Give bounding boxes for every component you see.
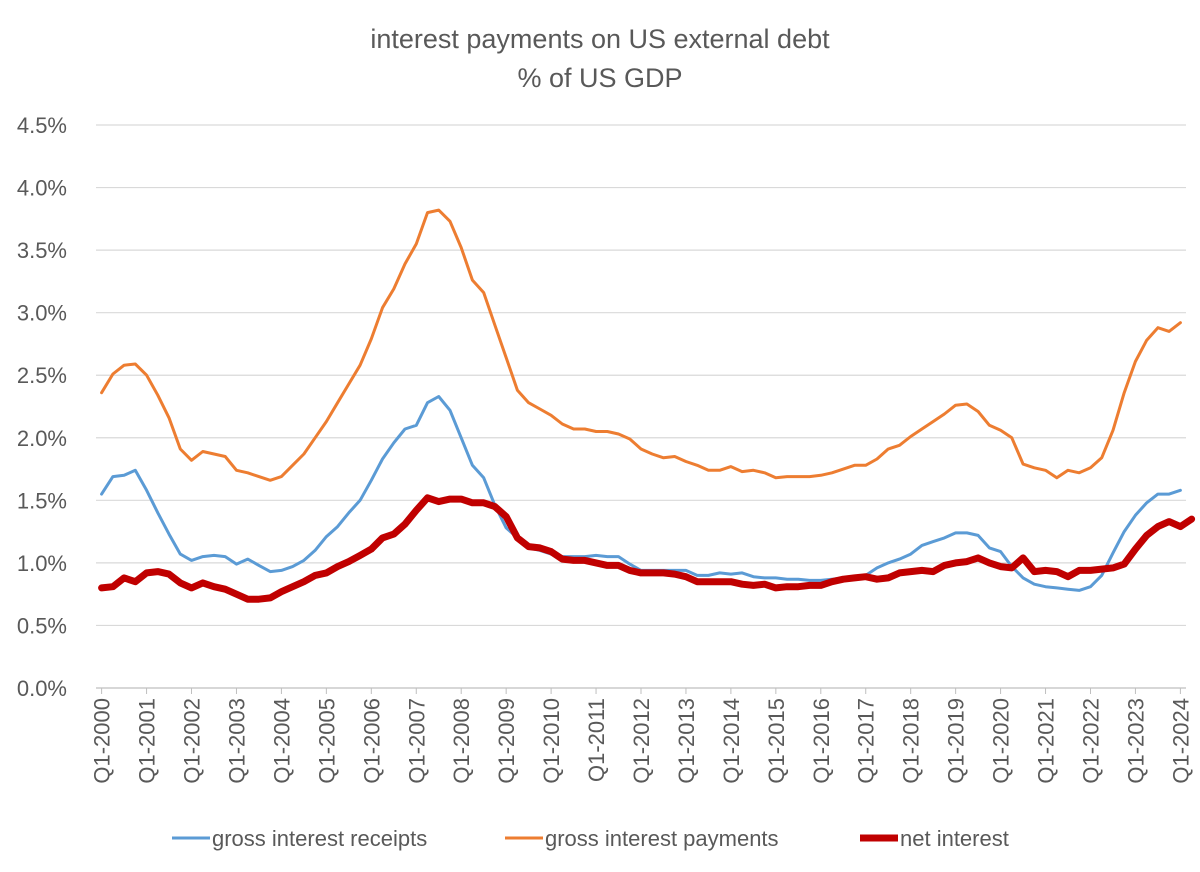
x-axis: Q1-2000 Q1-2001 Q1-2002 Q1-2003 Q1-2004 Q1-20… [90, 688, 1193, 784]
gridlines [96, 124, 1186, 689]
y-tick-label: 2.5% [17, 363, 67, 388]
x-tick-label: Q1-2021 [1034, 698, 1059, 784]
x-tick-label: Q1-2001 [135, 698, 160, 784]
legend-item-net-interest: net interest [860, 826, 1009, 851]
chart-subtitle: % of US GDP [517, 63, 682, 93]
x-tick-label: Q1-2007 [404, 698, 429, 784]
y-tick-label: 2.0% [17, 426, 67, 451]
x-tick-label: Q1-2015 [764, 698, 789, 784]
x-tick-label: Q1-2016 [809, 698, 834, 784]
legend-label-gross-interest-receipts: gross interest receipts [212, 826, 427, 851]
y-axis: 0.0% 0.5% 1.0% 1.5% 2.0% 2.5% 3.0% 3.5% 4.0% 4.5% [17, 113, 67, 701]
legend-label-gross-interest-payments: gross interest payments [545, 826, 779, 851]
legend-item-gross-interest-payments: gross interest payments [505, 826, 779, 851]
x-tick-label: Q1-2024 [1168, 698, 1193, 784]
series-line-net-interest [98, 494, 1196, 603]
x-tick-label: Q1-2023 [1123, 698, 1148, 784]
y-tick-label: 4.0% [17, 176, 67, 201]
x-tick-label: Q1-2012 [629, 698, 654, 784]
x-tick-label: Q1-2009 [494, 698, 519, 784]
x-tick-label: Q1-2014 [719, 698, 744, 784]
x-tick-label: Q1-2013 [674, 698, 699, 784]
y-tick-label: 4.5% [17, 113, 67, 138]
x-tick-label: Q1-2020 [989, 698, 1014, 784]
y-tick-label: 3.0% [17, 301, 67, 326]
x-tick-label: Q1-2017 [854, 698, 879, 784]
x-tick-label: Q1-2006 [359, 698, 384, 784]
x-tick-label: Q1-2019 [944, 698, 969, 784]
legend-item-gross-interest-receipts: gross interest receipts [172, 826, 427, 851]
x-tick-label: Q1-2003 [224, 698, 249, 784]
x-tick-label: Q1-2018 [899, 698, 924, 784]
series-line-gross-interest-payments [100, 208, 1182, 482]
legend-label-net-interest: net interest [900, 826, 1009, 851]
x-tick-label: Q1-2002 [180, 698, 205, 784]
chart-title: interest payments on US external debt [370, 24, 830, 54]
x-tick-label: Q1-2022 [1078, 698, 1103, 784]
x-tick-label: Q1-2000 [90, 698, 115, 784]
y-tick-label: 0.0% [17, 676, 67, 701]
legend: gross interest receipts gross interest p… [172, 826, 1009, 851]
x-tick-label: Q1-2005 [314, 698, 339, 784]
series-lines [98, 208, 1196, 603]
y-tick-label: 1.0% [17, 551, 67, 576]
x-tick-label: Q1-2008 [449, 698, 474, 784]
y-tick-label: 0.5% [17, 613, 67, 638]
y-tick-label: 1.5% [17, 488, 67, 513]
y-tick-label: 3.5% [17, 238, 67, 263]
x-tick-label: Q1-2004 [269, 698, 294, 784]
x-tick-label: Q1-2010 [539, 698, 564, 784]
x-tick-label: Q1-2011 [584, 698, 609, 782]
